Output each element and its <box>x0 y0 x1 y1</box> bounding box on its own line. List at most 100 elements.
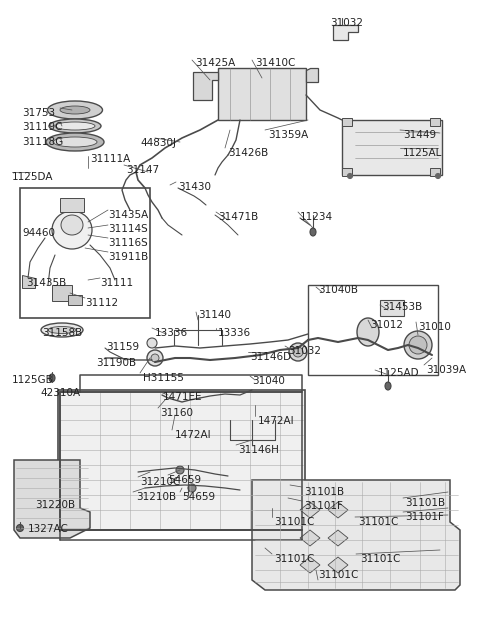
Text: 1472AI: 1472AI <box>175 430 212 440</box>
Polygon shape <box>328 502 348 518</box>
Text: 31010: 31010 <box>418 322 451 332</box>
Ellipse shape <box>48 101 103 119</box>
Polygon shape <box>300 502 320 518</box>
Polygon shape <box>22 275 35 288</box>
Text: 1125AD: 1125AD <box>378 368 420 378</box>
Ellipse shape <box>60 106 90 114</box>
Text: 13336: 13336 <box>218 328 251 338</box>
Ellipse shape <box>16 525 24 532</box>
Text: 1125DA: 1125DA <box>12 172 53 182</box>
Text: 13336: 13336 <box>155 328 188 338</box>
Bar <box>430 118 440 126</box>
Text: 31112: 31112 <box>85 298 118 308</box>
Ellipse shape <box>147 338 157 348</box>
Text: 31220B: 31220B <box>35 500 75 510</box>
Text: 31101F: 31101F <box>405 512 444 522</box>
Text: 31147: 31147 <box>126 165 159 175</box>
Bar <box>380 300 404 316</box>
Bar <box>308 285 438 375</box>
Text: 31190B: 31190B <box>96 358 136 368</box>
Text: 31146D: 31146D <box>250 352 291 362</box>
Text: 31140: 31140 <box>198 310 231 320</box>
Text: 54659: 54659 <box>168 475 201 485</box>
Bar <box>20 188 150 318</box>
Text: 31159: 31159 <box>106 342 139 352</box>
Text: 31114S: 31114S <box>108 224 148 234</box>
Ellipse shape <box>435 173 441 178</box>
Polygon shape <box>328 557 348 573</box>
Text: 31101C: 31101C <box>274 554 314 564</box>
Ellipse shape <box>52 211 92 249</box>
Ellipse shape <box>49 119 101 133</box>
Polygon shape <box>306 68 318 82</box>
Ellipse shape <box>176 466 184 474</box>
Polygon shape <box>14 460 90 538</box>
Text: 1327AC: 1327AC <box>28 524 69 534</box>
Ellipse shape <box>151 354 159 362</box>
Ellipse shape <box>385 382 391 390</box>
Text: 31453B: 31453B <box>382 302 422 312</box>
Text: 42310A: 42310A <box>40 388 80 398</box>
Ellipse shape <box>188 484 196 492</box>
Text: 31040B: 31040B <box>318 285 358 295</box>
Bar <box>430 168 440 176</box>
Ellipse shape <box>293 347 303 357</box>
Text: 31435A: 31435A <box>108 210 148 220</box>
Text: 31359A: 31359A <box>268 130 308 140</box>
Text: 31118G: 31118G <box>22 137 63 147</box>
Ellipse shape <box>357 318 379 346</box>
Text: 31425A: 31425A <box>195 58 235 68</box>
Text: 31032: 31032 <box>330 18 363 28</box>
Text: 31210C: 31210C <box>140 477 180 487</box>
Ellipse shape <box>404 331 432 359</box>
Ellipse shape <box>53 137 97 147</box>
Text: 31111A: 31111A <box>90 154 130 164</box>
Bar <box>60 198 84 212</box>
Text: 31911B: 31911B <box>108 252 148 262</box>
Text: 94460: 94460 <box>22 228 55 238</box>
Text: 31410C: 31410C <box>255 58 295 68</box>
Text: 31039A: 31039A <box>426 365 466 375</box>
Text: 31111: 31111 <box>100 278 133 288</box>
Text: 1125AL: 1125AL <box>403 148 443 158</box>
Ellipse shape <box>55 122 95 130</box>
Polygon shape <box>300 557 320 573</box>
Text: 1125GB: 1125GB <box>12 375 54 385</box>
Ellipse shape <box>41 323 83 337</box>
Text: 31426B: 31426B <box>228 148 268 158</box>
Bar <box>342 120 442 175</box>
Text: 31101C: 31101C <box>360 554 400 564</box>
Text: 31116S: 31116S <box>108 238 148 248</box>
Ellipse shape <box>147 350 163 366</box>
Text: 31160: 31160 <box>160 408 193 418</box>
Text: 54659: 54659 <box>182 492 215 502</box>
Text: 31753: 31753 <box>22 108 55 118</box>
Ellipse shape <box>46 133 104 151</box>
Bar <box>52 285 72 301</box>
Ellipse shape <box>61 215 83 235</box>
Bar <box>218 68 306 120</box>
Ellipse shape <box>310 228 316 236</box>
Text: 31032: 31032 <box>288 346 321 356</box>
Text: 31430: 31430 <box>178 182 211 192</box>
Text: 31040: 31040 <box>252 376 285 386</box>
Polygon shape <box>58 390 305 530</box>
Polygon shape <box>193 72 218 100</box>
Text: 31435B: 31435B <box>26 278 66 288</box>
Bar <box>342 168 352 176</box>
Text: 31119C: 31119C <box>22 122 62 132</box>
Bar <box>68 295 82 305</box>
Text: 1471EE: 1471EE <box>163 392 203 402</box>
Text: 44830J: 44830J <box>140 138 176 148</box>
Ellipse shape <box>348 173 352 178</box>
Text: 31101C: 31101C <box>274 517 314 527</box>
Polygon shape <box>333 25 358 40</box>
Polygon shape <box>252 480 460 590</box>
Text: 31449: 31449 <box>403 130 436 140</box>
Ellipse shape <box>409 336 427 354</box>
Text: H31155: H31155 <box>143 373 184 383</box>
Text: 31101C: 31101C <box>358 517 398 527</box>
Text: 31146H: 31146H <box>238 445 279 455</box>
Text: 31101F: 31101F <box>304 501 343 511</box>
Bar <box>342 118 352 126</box>
